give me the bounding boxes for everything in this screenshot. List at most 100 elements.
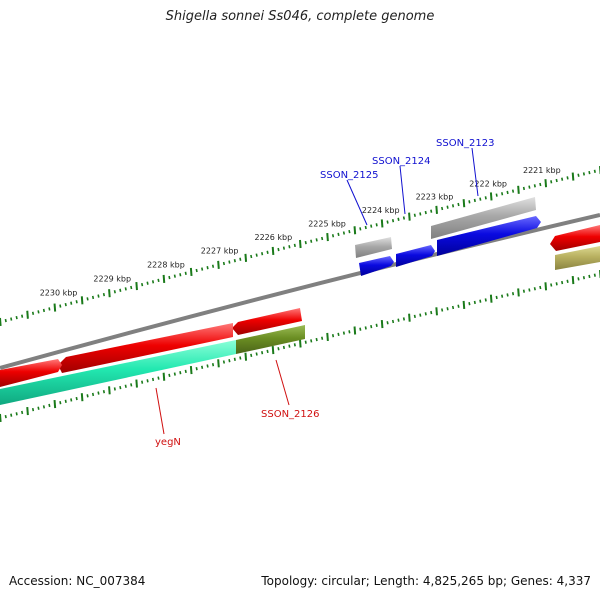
inner-minor-tick — [457, 304, 460, 308]
outer-minor-tick — [588, 170, 591, 175]
feature-gray-short[interactable] — [355, 237, 392, 258]
inner-minor-tick — [446, 307, 449, 311]
outer-major-tick — [244, 253, 248, 262]
inner-minor-tick — [386, 321, 389, 325]
inner-minor-tick — [59, 401, 62, 405]
outer-minor-tick — [48, 307, 51, 311]
label-sson-2126[interactable]: SSON_2126 — [261, 409, 320, 420]
outer-minor-tick — [310, 239, 313, 243]
inner-minor-tick — [31, 407, 35, 412]
inner-major-tick — [299, 339, 302, 348]
inner-minor-tick — [501, 294, 504, 298]
feature-olive-band[interactable] — [236, 325, 305, 354]
outer-minor-tick — [402, 216, 406, 220]
inner-minor-tick — [315, 337, 318, 342]
reverse-strand-genes — [0, 308, 302, 387]
inner-minor-tick — [130, 383, 133, 387]
outer-minor-tick — [457, 202, 460, 207]
outer-minor-tick — [550, 180, 553, 184]
outer-minor-tick — [479, 197, 482, 201]
outer-minor-tick — [113, 290, 116, 294]
tick-label: 2221 kbp — [523, 166, 561, 175]
feature-khaki-band[interactable] — [555, 246, 600, 270]
inner-minor-tick — [441, 308, 444, 312]
inner-minor-tick — [370, 324, 373, 329]
outer-minor-tick — [441, 206, 444, 211]
tick-label: 2225 kbp — [308, 219, 346, 228]
inner-minor-tick — [86, 394, 89, 398]
inner-major-tick — [435, 307, 438, 316]
outer-minor-tick — [233, 259, 236, 263]
outer-minor-tick — [91, 295, 95, 300]
gene-sson-2125-arrow[interactable] — [359, 256, 394, 276]
outer-minor-tick — [266, 250, 269, 254]
inner-major-tick — [0, 413, 2, 423]
inner-major-tick — [380, 319, 384, 329]
outer-major-tick — [217, 260, 220, 269]
outer-minor-tick — [157, 278, 160, 283]
outer-minor-tick — [528, 185, 531, 189]
gene-red-left-arrow[interactable] — [0, 359, 62, 387]
inner-minor-tick — [337, 332, 340, 337]
label-sson-2124[interactable]: SSON_2124 — [372, 156, 431, 167]
gene-sson-2123-arrow[interactable] — [437, 216, 541, 256]
inner-minor-tick — [451, 305, 455, 310]
label-sson-2123[interactable]: SSON_2123 — [436, 138, 495, 149]
tick-label: 2228 kbp — [147, 261, 185, 270]
gene-sson-2126-arrow[interactable] — [232, 308, 302, 335]
outer-major-tick — [189, 267, 193, 276]
leader-sson-2126 — [275, 359, 290, 406]
label-sson-2125[interactable]: SSON_2125 — [320, 170, 379, 181]
outer-minor-tick — [386, 220, 389, 224]
gene-yegn-arrow[interactable] — [58, 323, 233, 373]
outer-minor-tick — [151, 280, 155, 284]
outer-minor-tick — [331, 234, 335, 238]
genome-backbone — [0, 213, 600, 370]
label-yegn[interactable]: yegN — [155, 437, 181, 448]
outer-major-tick — [462, 199, 466, 208]
feature-gray-long[interactable] — [431, 197, 536, 239]
feature-teal-band[interactable] — [0, 340, 236, 405]
inner-major-tick — [326, 332, 329, 342]
outer-minor-tick — [37, 310, 40, 314]
inner-major-tick — [462, 300, 466, 310]
inner-major-tick — [108, 386, 111, 395]
inner-major-tick — [271, 345, 275, 355]
outer-minor-tick — [42, 308, 46, 313]
inner-minor-tick — [522, 289, 526, 293]
map-title: Shigella sonnei Ss046, complete genome — [165, 9, 435, 24]
inner-major-tick — [162, 372, 166, 381]
inner-minor-tick — [250, 353, 253, 358]
gene-red-right-arrow[interactable] — [550, 225, 600, 251]
outer-minor-tick — [348, 229, 351, 234]
outer-minor-tick — [261, 252, 264, 256]
outer-major-tick — [408, 212, 411, 221]
leader-sson-2124 — [399, 165, 406, 215]
tick-label: 2227 kbp — [201, 247, 239, 256]
leader-yegn — [155, 387, 165, 435]
outer-minor-tick — [446, 205, 449, 209]
inner-minor-tick — [70, 398, 73, 402]
outer-minor-tick — [484, 196, 487, 200]
outer-major-tick — [271, 246, 275, 256]
outer-minor-tick — [424, 210, 427, 215]
inner-minor-tick — [15, 412, 18, 416]
outer-major-tick — [435, 205, 438, 214]
inner-minor-tick — [124, 384, 127, 388]
inner-minor-tick — [64, 399, 67, 403]
inner-major-tick — [189, 365, 193, 375]
topology-text: Topology: circular; Length: 4,825,265 bp… — [261, 574, 591, 588]
inner-minor-tick — [539, 285, 542, 290]
outer-minor-tick — [64, 302, 67, 307]
outer-minor-tick — [413, 213, 416, 217]
inner-minor-tick — [211, 363, 215, 367]
outer-minor-tick — [277, 247, 280, 252]
outer-minor-tick — [468, 200, 471, 204]
inner-minor-tick — [75, 396, 78, 401]
gene-sson-2124-arrow[interactable] — [396, 245, 435, 267]
inner-minor-tick — [528, 288, 531, 292]
outer-minor-tick — [250, 254, 253, 259]
inner-minor-tick — [168, 373, 171, 378]
outer-minor-tick — [582, 172, 586, 176]
tick-label: 2224 kbp — [362, 206, 400, 215]
